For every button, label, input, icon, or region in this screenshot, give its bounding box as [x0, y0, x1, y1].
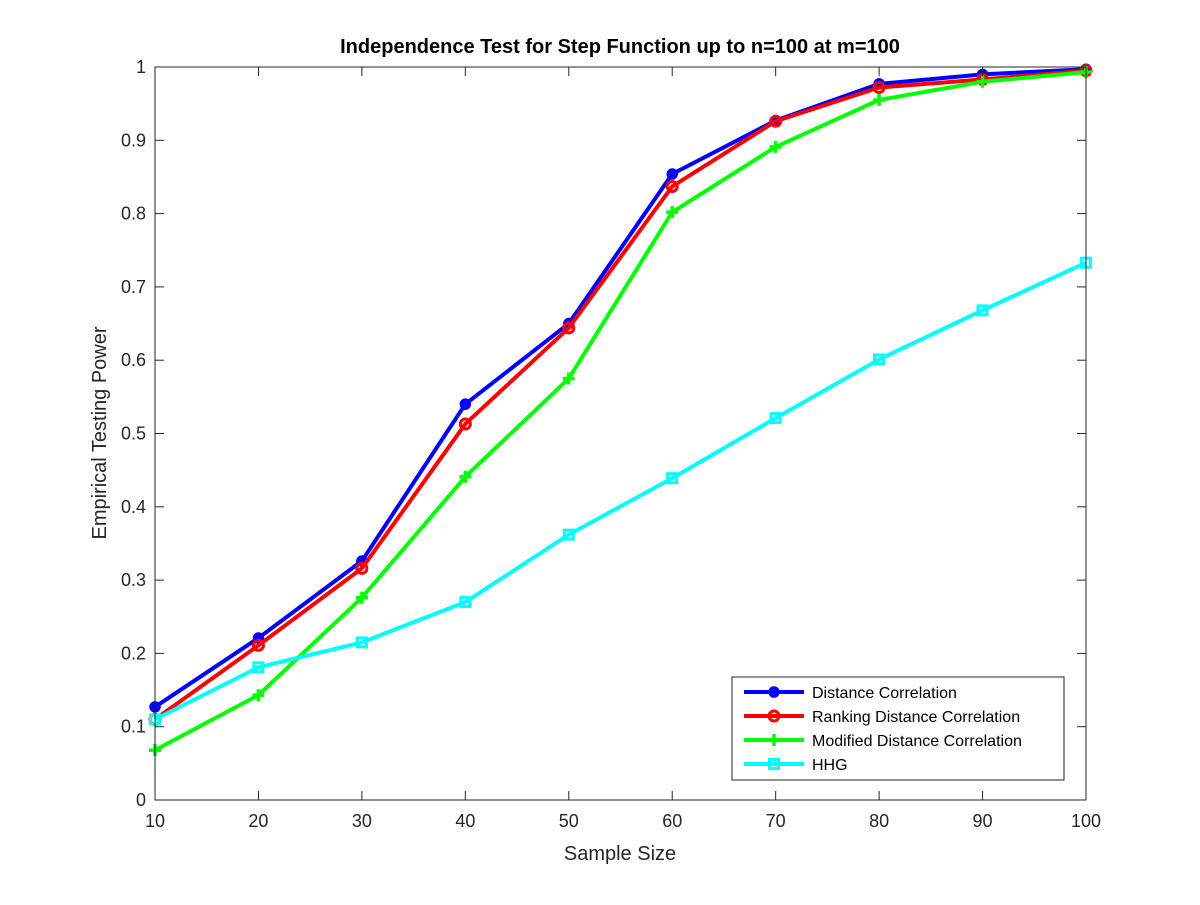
legend-label: HHG — [812, 757, 848, 774]
x-tick-label: 100 — [1071, 811, 1101, 831]
axes-layer: 10 20 30 40 50 60 70 80 90 100 0 0.1 0.2 0.3 0.4 0.5 0.6… — [121, 57, 1101, 831]
data-point — [873, 353, 886, 366]
data-point — [252, 689, 265, 702]
x-tick-label: 20 — [248, 811, 268, 831]
data-point — [562, 372, 575, 385]
series-line — [154, 70, 1087, 752]
x-tick-label: 60 — [662, 811, 682, 831]
y-tick-label: 0.6 — [121, 350, 146, 370]
x-tick-label: 90 — [973, 811, 993, 831]
y-tick-label: 0.2 — [121, 643, 146, 663]
data-point — [458, 417, 472, 431]
y-tick-label: 0.7 — [121, 277, 146, 297]
legend-marker — [767, 709, 781, 723]
y-tick-label: 0.5 — [121, 424, 146, 444]
y-tick-label: 0 — [136, 790, 146, 810]
y-tick-label: 1 — [136, 57, 146, 77]
legend-entry-1: Ranking Distance Correlation — [744, 709, 1020, 726]
y-tick-label: 0.9 — [121, 130, 146, 150]
data-point — [562, 528, 575, 541]
data-point — [355, 636, 368, 649]
legend-marker — [768, 734, 780, 746]
x-tick-label: 80 — [869, 811, 889, 831]
data-point — [562, 321, 576, 335]
legend-entry-2: Modified Distance Correlation — [744, 733, 1022, 750]
legend: Distance Correlation Ranking Distance Cor… — [731, 676, 1065, 781]
series-line — [154, 260, 1087, 722]
data-point — [872, 81, 886, 95]
legend-entry-0: Distance Correlation — [744, 685, 957, 702]
data-point — [459, 470, 472, 483]
x-tick-label: 40 — [455, 811, 475, 831]
data-point — [769, 114, 783, 128]
data-point — [459, 398, 472, 410]
data-point — [769, 412, 782, 425]
data-point — [355, 591, 368, 604]
data-point — [459, 596, 472, 609]
x-tick-label: 10 — [145, 811, 165, 831]
data-point — [666, 168, 678, 180]
legend-label: Modified Distance Correlation — [812, 733, 1022, 750]
series-layer — [148, 63, 1093, 757]
x-tick-label: 30 — [352, 811, 372, 831]
y-tick-label: 0.8 — [121, 204, 146, 224]
data-point — [976, 75, 989, 88]
y-tick-label: 0.1 — [121, 717, 146, 737]
legend-label: Distance Correlation — [812, 685, 957, 702]
series-line — [153, 67, 1087, 709]
data-point — [769, 140, 782, 153]
legend-marker — [768, 758, 780, 770]
data-point — [355, 561, 369, 575]
data-point — [251, 638, 265, 652]
x-tick-label: 50 — [559, 811, 579, 831]
data-point — [252, 661, 265, 674]
data-point — [666, 206, 679, 219]
data-point — [976, 304, 989, 317]
chart-title: Independence Test for Step Function up t… — [340, 36, 900, 58]
data-point — [873, 93, 886, 106]
legend-marker — [768, 686, 780, 698]
data-point — [665, 179, 679, 193]
y-axis-label: Empirical Testing Power — [89, 326, 111, 539]
legend-entry-3: HHG — [744, 757, 848, 774]
x-tick-label: 70 — [766, 811, 786, 831]
series-line — [153, 68, 1087, 721]
data-point — [666, 472, 679, 485]
x-axis-label: Sample Size — [564, 843, 676, 865]
series-2 — [149, 66, 1092, 757]
y-tick-label: 0.3 — [121, 570, 146, 590]
y-tick-label: 0.4 — [121, 497, 146, 517]
legend-label: Ranking Distance Correlation — [812, 709, 1020, 726]
